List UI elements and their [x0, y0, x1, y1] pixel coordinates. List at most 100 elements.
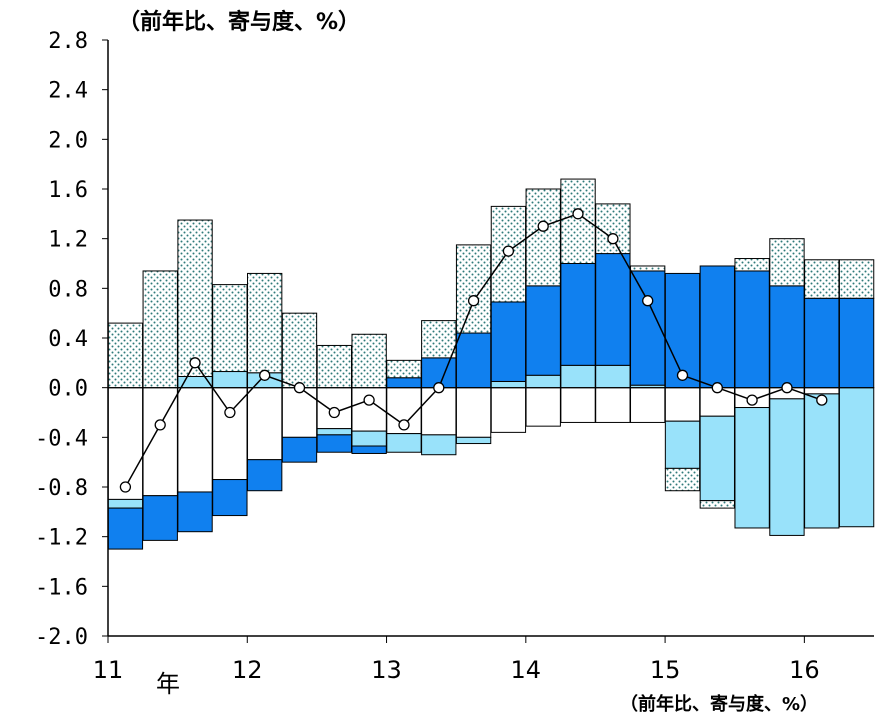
- y-tick-label: -0.4: [35, 426, 88, 451]
- bar-blue-14Q1: [525, 285, 561, 376]
- bar-dotted-15Q2: [699, 500, 735, 509]
- unit-label-bottom: （前年比、寄与度、%）: [620, 694, 819, 715]
- bar-white-16Q1: [804, 387, 840, 395]
- bar-white-13Q3: [455, 387, 492, 438]
- y-tick-label: 0.8: [48, 277, 88, 302]
- x-tick-label: 12: [232, 656, 263, 684]
- total-point-12Q1: [259, 369, 271, 381]
- x-tick-label: 13: [371, 656, 402, 684]
- bar-light-14Q1: [525, 374, 561, 389]
- bar-dotted-12Q3: [316, 344, 352, 389]
- bar-light-14Q2: [560, 364, 596, 389]
- bar-blue-14Q2: [560, 263, 596, 366]
- total-point-14Q1: [537, 220, 549, 232]
- bar-white-13Q2: [421, 387, 457, 436]
- bar-blue-12Q1: [247, 459, 283, 492]
- y-tick-label: 2.0: [48, 128, 88, 153]
- total-point-11Q3: [189, 357, 201, 369]
- total-line-layer: [119, 208, 828, 493]
- bar-white-14Q3: [595, 387, 631, 423]
- bar-blue-11Q2: [142, 495, 178, 541]
- y-tick-label: 2.4: [48, 79, 88, 104]
- bar-dotted-14Q1: [525, 188, 561, 287]
- bar-blue-13Q1: [386, 377, 422, 389]
- total-point-13Q1: [398, 419, 410, 431]
- bar-white-11Q3: [177, 387, 213, 493]
- bar-white-12Q2: [281, 387, 318, 438]
- bar-light-12Q4: [351, 430, 387, 447]
- bar-dotted-12Q2: [281, 312, 318, 389]
- bar-white-11Q4: [212, 387, 248, 481]
- total-point-15Q3: [746, 394, 758, 406]
- bar-blue-13Q3: [455, 332, 492, 389]
- bar-blue-12Q3: [316, 434, 352, 453]
- bar-blue-15Q2: [699, 265, 735, 389]
- x-tick-label: 16: [789, 656, 820, 684]
- total-point-14Q4: [642, 295, 654, 307]
- bar-dotted-15Q3: [734, 258, 770, 272]
- y-tick-label: -1.2: [35, 526, 88, 551]
- axes-layer: 2.8 2.4 2.0 1.6 1.2 0.8 0.4 0.0 -0.4 -0.8 -1.2 -1.6…: [35, 29, 874, 698]
- bar-white-14Q1: [525, 387, 561, 427]
- bar-dotted-13Q2: [421, 320, 457, 359]
- total-point-12Q2: [293, 382, 306, 394]
- bar-blue-16Q1: [804, 297, 840, 389]
- total-point-11Q1: [119, 481, 132, 493]
- bar-white-13Q4: [490, 387, 527, 433]
- y-tick-label: 1.2: [48, 228, 88, 253]
- total-point-12Q3: [328, 406, 340, 419]
- bar-dotted-11Q1: [107, 322, 144, 389]
- total-point-16Q1: [816, 394, 828, 406]
- bar-light-13Q1: [386, 433, 422, 453]
- bar-blue-15Q3: [734, 270, 770, 389]
- y-tick-label: 2.8: [48, 29, 88, 54]
- total-point-13Q4: [502, 245, 515, 257]
- total-point-11Q2: [154, 419, 166, 431]
- bar-blue-11Q1: [107, 507, 144, 550]
- x-tick-label: 15: [650, 656, 681, 684]
- bar-blue-11Q3: [177, 491, 213, 533]
- x-tick-label: 14: [511, 656, 542, 684]
- bar-light-12Q3: [316, 428, 352, 436]
- bar-dotted-11Q4: [212, 284, 248, 373]
- bar-light-11Q1: [107, 498, 144, 509]
- total-point-14Q2: [572, 208, 584, 220]
- bar-blue-12Q2: [281, 436, 318, 463]
- total-point-15Q1: [676, 369, 689, 381]
- bar-dotted-14Q4: [630, 265, 666, 272]
- bar-blue-12Q4: [351, 445, 387, 454]
- total-point-15Q4: [781, 382, 793, 394]
- y-tick-label: -2.0: [35, 625, 88, 650]
- bar-blue-14Q4: [630, 270, 666, 386]
- bar-white-14Q2: [560, 387, 596, 423]
- total-point-11Q4: [224, 406, 236, 419]
- y-tick-label: -0.8: [35, 476, 88, 501]
- bar-dotted-11Q2: [142, 270, 178, 389]
- bar-light-13Q4: [490, 380, 527, 389]
- bar-dotted-12Q4: [351, 333, 387, 389]
- bar-white-11Q1: [107, 387, 144, 500]
- bar-blue-14Q3: [595, 253, 631, 366]
- bar-light-16Q2: [838, 387, 875, 528]
- bar-dotted-13Q3: [455, 244, 492, 334]
- x-tick-label: 11: [93, 656, 124, 684]
- bar-light-16Q1: [804, 393, 840, 529]
- bar-dotted-14Q3: [595, 203, 631, 255]
- bar-dotted-15Q1: [664, 467, 701, 492]
- bar-white-14Q4: [630, 387, 666, 423]
- unit-label-top: （前年比、寄与度、%）: [118, 10, 361, 35]
- bar-light-15Q2: [699, 415, 735, 502]
- bar-blue-16Q2: [838, 297, 875, 389]
- total-point-12Q4: [363, 394, 375, 406]
- bar-dotted-14Q2: [560, 178, 596, 265]
- bar-dotted-13Q1: [386, 359, 422, 379]
- bars-layer: [107, 178, 875, 550]
- bar-white-15Q1: [664, 387, 701, 422]
- total-point-13Q2: [433, 382, 445, 394]
- y-tick-label: 0.4: [48, 327, 88, 352]
- bar-light-15Q3: [734, 407, 770, 529]
- bar-light-15Q1: [664, 420, 701, 469]
- total-point-14Q3: [607, 233, 619, 245]
- bar-blue-13Q4: [490, 301, 527, 382]
